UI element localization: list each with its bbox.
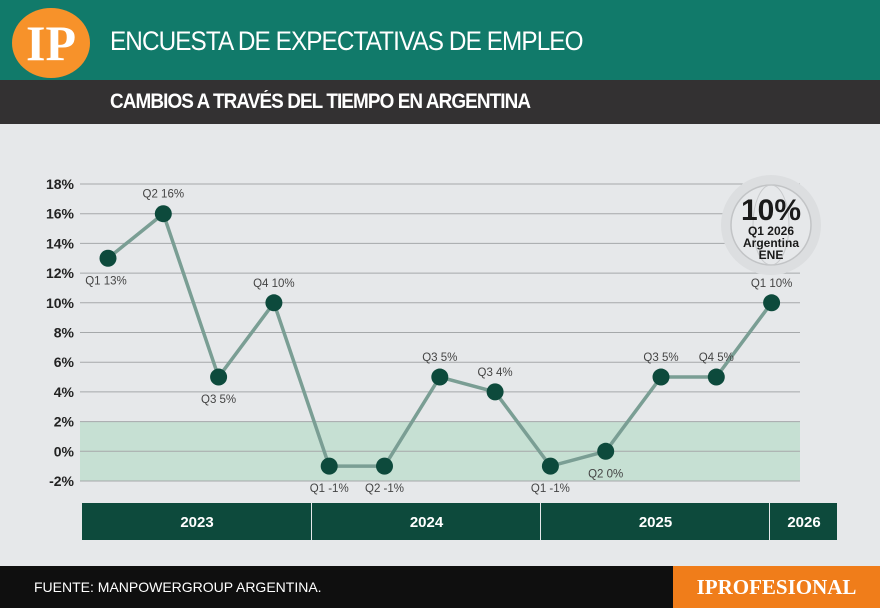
year-segment	[541, 503, 769, 540]
data-label: Q3 5%	[422, 352, 457, 364]
data-label: Q4 5%	[699, 352, 734, 364]
data-label: Q2 -1%	[365, 483, 404, 495]
subtitle: CAMBIOS A TRAVÉS DEL TIEMPO EN ARGENTINA	[110, 90, 531, 113]
y-tick-label: 6%	[54, 354, 75, 370]
source: FUENTE: MANPOWERGROUP ARGENTINA.	[34, 579, 322, 595]
y-tick-label: 18%	[46, 176, 75, 192]
data-point	[431, 368, 449, 386]
year-segment	[82, 503, 311, 540]
data-label: Q1 13%	[85, 275, 127, 287]
data-label: Q3 4%	[478, 367, 513, 379]
year-label: 2024	[410, 514, 444, 531]
data-label: Q1 -1%	[310, 483, 349, 495]
badge-value: 10%	[741, 194, 801, 227]
y-tick-label: 12%	[46, 265, 75, 281]
data-label: Q3 5%	[643, 352, 678, 364]
data-label: Q2 0%	[588, 468, 623, 480]
y-tick-label: 4%	[54, 384, 75, 400]
year-label: 2023	[180, 514, 213, 531]
badge-line: ENE	[759, 248, 784, 262]
y-tick-label: 16%	[46, 206, 75, 222]
data-point	[376, 457, 393, 475]
data-point	[99, 249, 117, 267]
y-tick-label: 8%	[54, 325, 75, 341]
data-point	[210, 368, 228, 386]
data-point	[154, 205, 172, 223]
brand-logo: IPROFESIONAL	[673, 566, 880, 608]
badge-line: Argentina	[743, 236, 799, 250]
data-point	[486, 383, 504, 401]
globe-meridian	[752, 184, 790, 266]
footer: FUENTE: MANPOWERGROUP ARGENTINA. IPROFES…	[0, 566, 880, 608]
data-point	[597, 442, 615, 460]
data-point	[320, 457, 338, 475]
header: IP ENCUESTA DE EXPECTATIVAS DE EMPLEO	[0, 0, 880, 80]
y-tick-label: -2%	[49, 473, 74, 489]
year-label: 2025	[639, 514, 672, 531]
data-label: Q1 -1%	[531, 483, 570, 495]
data-point	[652, 368, 670, 386]
data-label: Q3 5%	[201, 394, 236, 406]
y-tick-label: 0%	[54, 443, 75, 459]
year-segment	[770, 503, 837, 540]
data-point	[541, 457, 559, 475]
subtitle-bar: CAMBIOS A TRAVÉS DEL TIEMPO EN ARGENTINA	[0, 80, 880, 124]
data-label: Q1 10%	[751, 278, 793, 290]
data-label: Q2 16%	[143, 189, 185, 201]
line-chart: 18%16%14%12%10%8%6%4%2%0%-2%10%Q1 2026Ar…	[46, 175, 837, 540]
data-point	[265, 294, 283, 312]
data-point	[707, 368, 725, 386]
year-segment	[312, 503, 540, 540]
badge-line: Q1 2026	[748, 224, 794, 238]
title: ENCUESTA DE EXPECTATIVAS DE EMPLEO	[110, 26, 584, 56]
y-tick-label: 10%	[46, 295, 75, 311]
data-point	[763, 294, 781, 312]
data-label: Q4 10%	[253, 278, 295, 290]
logo: IP	[12, 8, 90, 78]
year-label: 2026	[787, 514, 820, 531]
y-tick-label: 2%	[54, 414, 75, 430]
y-tick-label: 14%	[46, 235, 75, 251]
